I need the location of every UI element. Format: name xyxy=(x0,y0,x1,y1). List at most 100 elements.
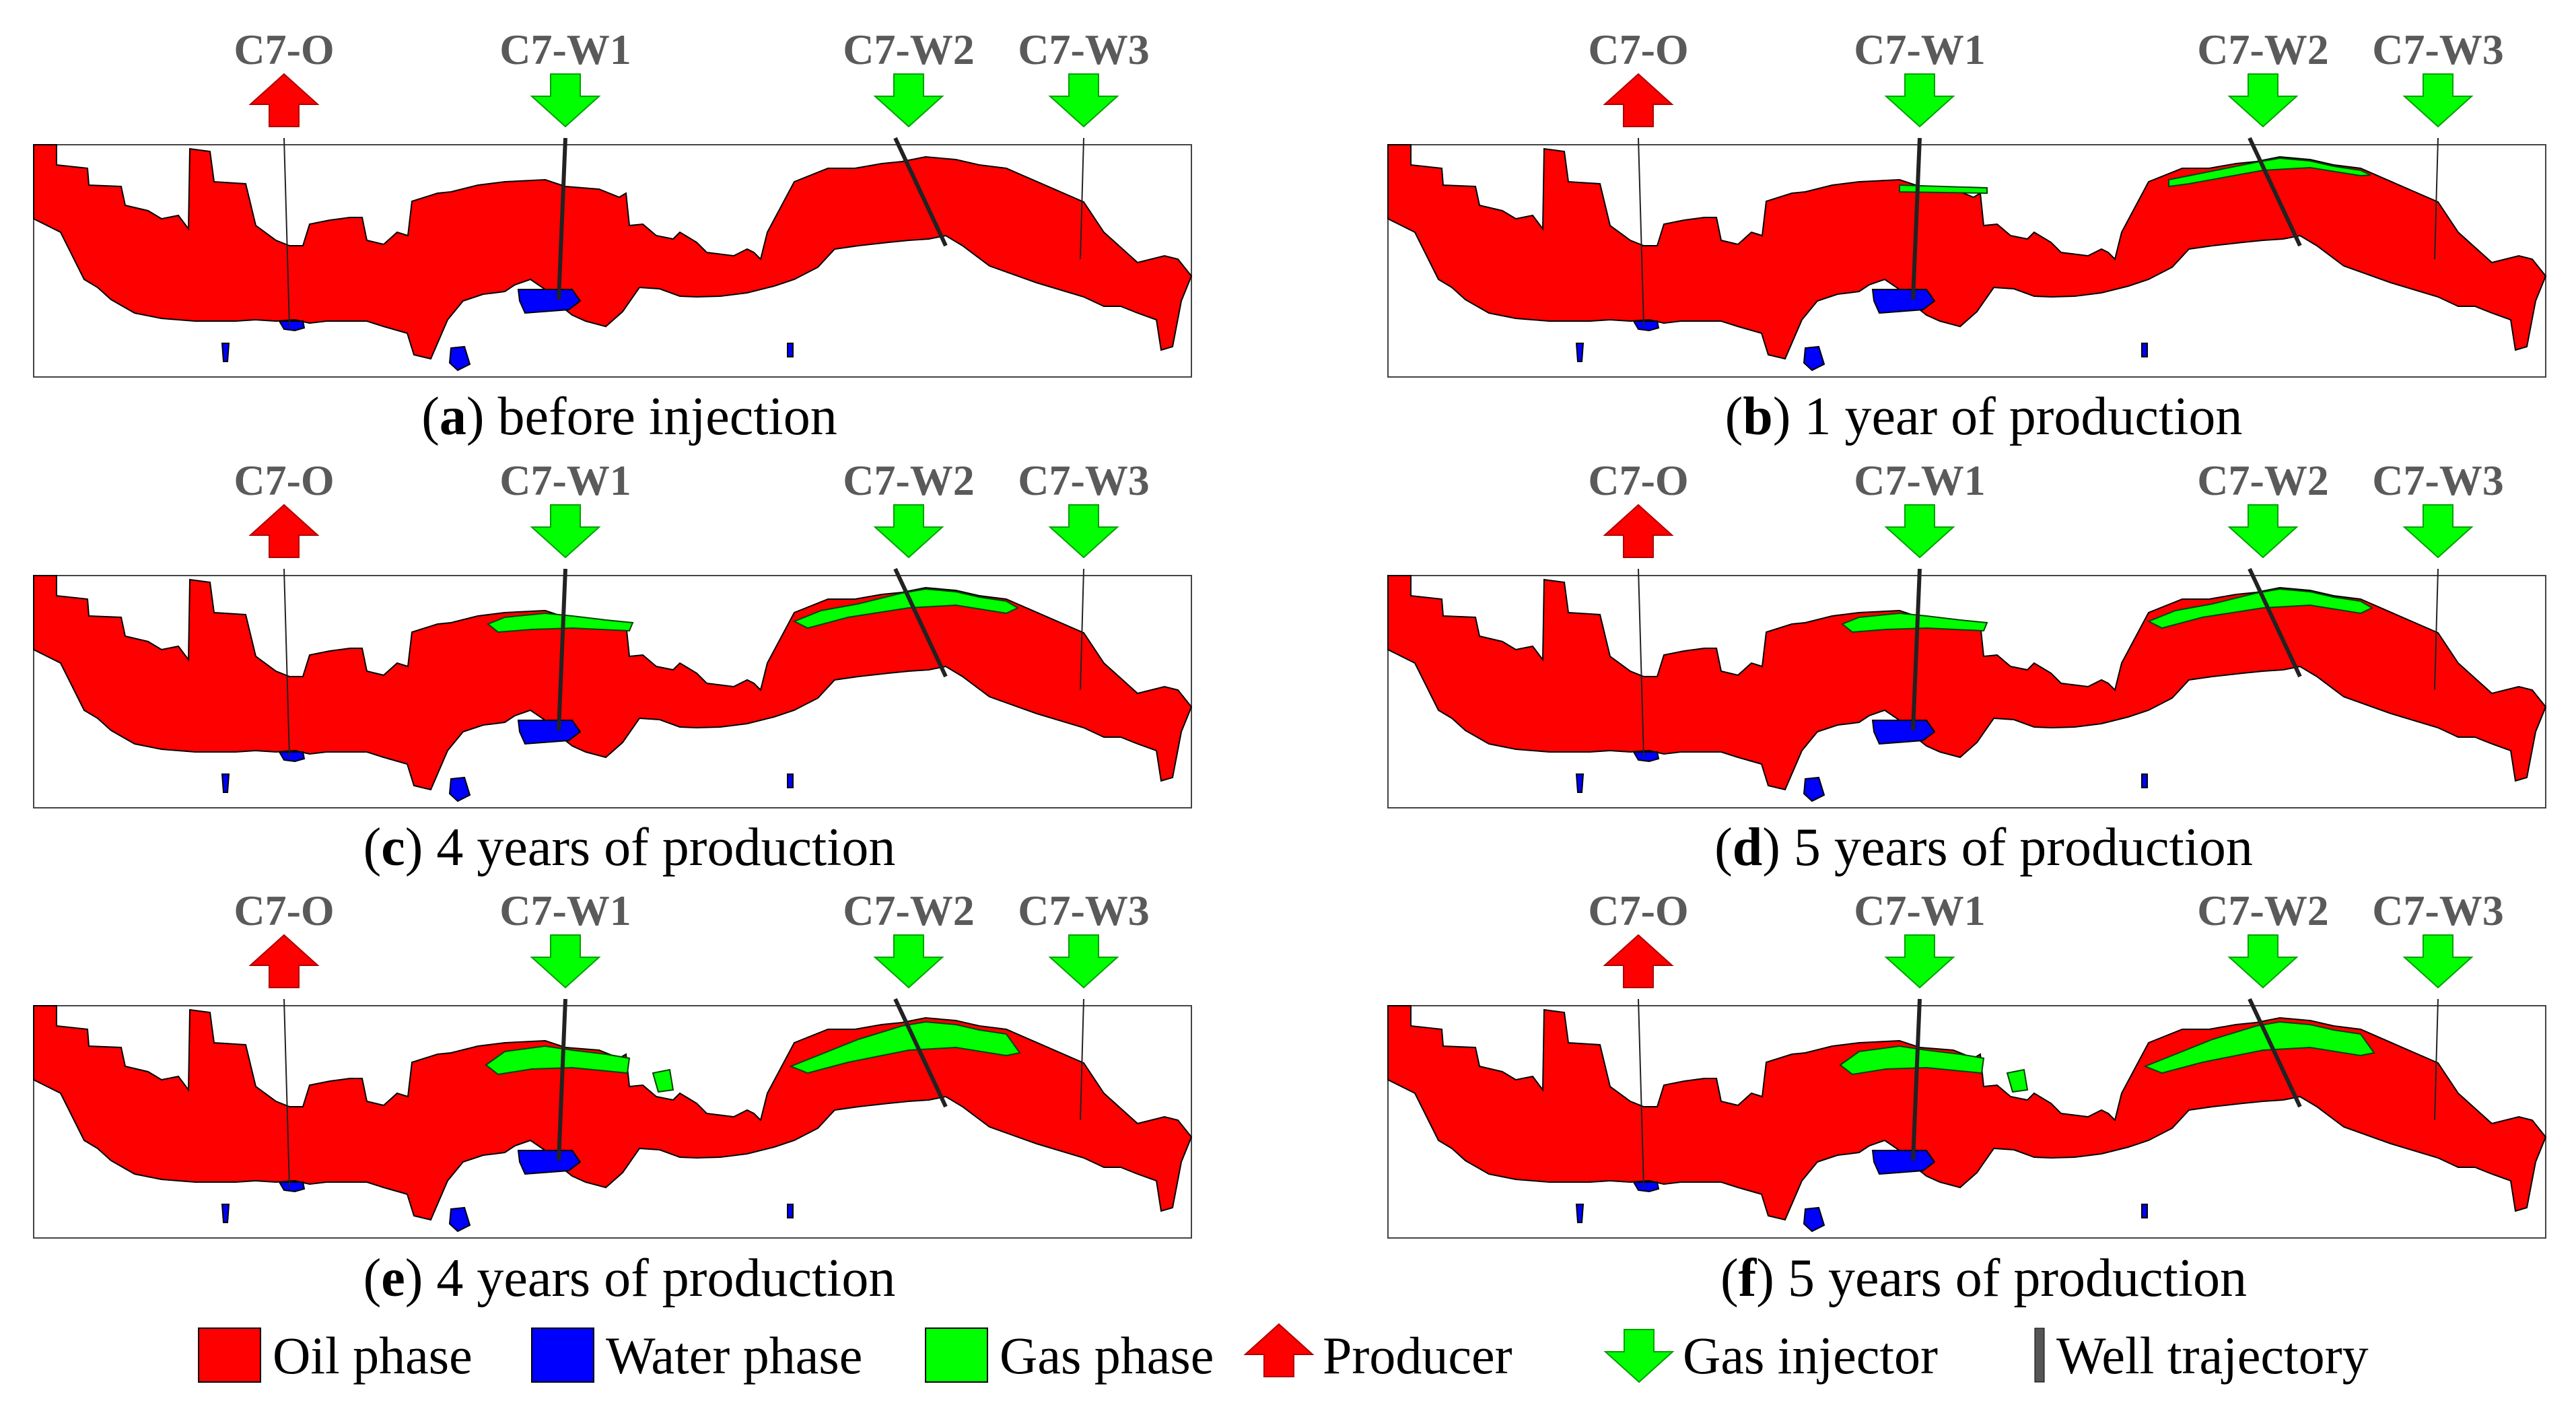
legend-swatch xyxy=(925,1328,988,1383)
well-trajectory xyxy=(1638,998,1644,1188)
well-label-c7-w3: C7-W3 xyxy=(1018,887,1150,934)
reservoir-frame xyxy=(1387,144,2546,378)
well-trajectory xyxy=(1911,998,1922,1161)
reservoir-frame xyxy=(33,144,1192,378)
well-trajectory xyxy=(283,137,290,327)
well-trajectory xyxy=(283,998,290,1188)
panel-b: C7-O C7-W1 C7-W2 C7-W3 (b) 1 year of product… xyxy=(1387,26,2546,446)
injector-arrow-icon xyxy=(530,504,601,559)
legend-swatch xyxy=(531,1328,594,1383)
well-trajectory xyxy=(557,998,567,1161)
reservoir-frame xyxy=(33,575,1192,808)
well-label-c7-w3: C7-W3 xyxy=(2372,456,2504,504)
reservoir-section xyxy=(1387,998,2546,1239)
producer-arrow-icon xyxy=(248,73,320,127)
panel-f: C7-O C7-W1 C7-W2 C7-W3 (f) 5 years of produc… xyxy=(1387,887,2546,1308)
well-trajectory xyxy=(1911,137,1922,300)
reservoir-section xyxy=(1387,567,2546,808)
legend-label: Gas phase xyxy=(1000,1326,1214,1385)
legend-label: Producer xyxy=(1323,1326,1512,1385)
panel-caption: (d) 5 years of production xyxy=(1714,818,2253,877)
legend-label: Water phase xyxy=(606,1326,862,1385)
injector-arrow-icon xyxy=(1603,1329,1675,1383)
legend-label: Well trajectory xyxy=(2056,1326,2369,1385)
injector-arrow-icon xyxy=(1048,934,1119,989)
well-label-c7-o: C7-O xyxy=(1588,887,1688,934)
well-trajectory xyxy=(1080,137,1084,260)
legend: Oil phase Water phase Gas phase Producer Gas… xyxy=(198,1323,2369,1385)
panel-caption: (f) 5 years of production xyxy=(1720,1249,2247,1308)
well-trajectory xyxy=(2248,137,2302,247)
legend-item-well-trajectory: Well trajectory xyxy=(2034,1326,2369,1385)
well-label-c7-w1: C7-W1 xyxy=(499,887,631,934)
panel-letter: f xyxy=(1739,1249,1757,1308)
producer-arrow-icon xyxy=(1603,504,1674,558)
panel-caption: (e) 4 years of production xyxy=(363,1249,896,1308)
well-label-c7-w2: C7-W2 xyxy=(2197,456,2329,504)
well-trajectory xyxy=(2248,998,2302,1108)
reservoir-frame xyxy=(33,1005,1192,1239)
well-trajectory xyxy=(893,567,948,678)
panel-letter: a xyxy=(440,387,466,446)
injector-arrow-icon xyxy=(2402,504,2474,559)
panel-caption-text: 5 years of production xyxy=(1788,1249,2247,1308)
well-label-c7-o: C7-O xyxy=(234,456,334,504)
well-label-c7-w1: C7-W1 xyxy=(499,456,631,504)
injector-arrow-icon xyxy=(873,934,944,989)
well-label-c7-w2: C7-W2 xyxy=(2197,26,2329,73)
well-trajectory xyxy=(557,137,567,300)
well-label-c7-w3: C7-W3 xyxy=(2372,887,2504,934)
producer-arrow-icon xyxy=(248,504,320,558)
well-trajectory xyxy=(2248,567,2302,678)
injector-arrow-icon xyxy=(530,73,601,128)
injector-arrow-icon xyxy=(1884,73,1955,128)
reservoir-frame xyxy=(1387,1005,2546,1239)
injector-arrow-icon xyxy=(2227,73,2299,128)
panel-caption: (c) 4 years of production xyxy=(363,818,896,877)
panel-caption-text: before injection xyxy=(498,387,837,446)
legend-label: Oil phase xyxy=(273,1326,473,1385)
legend-label: Gas injector xyxy=(1683,1326,1938,1385)
panel-e: C7-O C7-W1 C7-W2 C7-W3 (e) 4 years of produc… xyxy=(33,887,1192,1308)
reservoir-section xyxy=(1387,137,2546,378)
producer-arrow-icon xyxy=(1603,934,1674,988)
injector-arrow-icon xyxy=(1048,73,1119,128)
injector-arrow-icon xyxy=(2227,934,2299,989)
panel-d: C7-O C7-W1 C7-W2 C7-W3 (d) 5 years of produc… xyxy=(1387,456,2546,877)
panel-caption-text: 4 years of production xyxy=(436,818,895,877)
well-label-c7-w1: C7-W1 xyxy=(1854,26,1986,73)
producer-arrow-icon xyxy=(1603,73,1674,127)
injector-arrow-icon xyxy=(1048,504,1119,559)
panel-a: C7-O C7-W1 C7-W2 C7-W3 (a) before injection xyxy=(33,26,1192,446)
well-label-c7-w2: C7-W2 xyxy=(843,456,975,504)
legend-item-gas-injector: Gas injector xyxy=(1603,1326,1938,1385)
well-trajectory xyxy=(1638,137,1644,327)
well-trajectory xyxy=(2434,568,2439,691)
well-label-c7-w3: C7-W3 xyxy=(1018,456,1150,504)
oil-phase-region xyxy=(1387,1005,2546,1220)
panel-letter: b xyxy=(1743,387,1773,446)
well-trajectory xyxy=(893,998,948,1108)
panel-letter: c xyxy=(381,818,405,877)
reservoir-section xyxy=(33,567,1192,808)
well-trajectory xyxy=(2434,137,2439,260)
reservoir-section xyxy=(33,998,1192,1239)
well-label-c7-w2: C7-W2 xyxy=(843,26,975,73)
well-trajectory xyxy=(2434,998,2439,1121)
oil-phase-region xyxy=(1387,144,2546,359)
well-trajectory xyxy=(1080,998,1084,1121)
well-trajectory xyxy=(1911,568,1922,731)
well-label-c7-w3: C7-W3 xyxy=(1018,26,1150,73)
legend-item-water-phase: Water phase xyxy=(531,1326,862,1385)
producer-arrow-icon xyxy=(248,934,320,988)
injector-arrow-icon xyxy=(2402,73,2474,128)
panel-caption: (b) 1 year of production xyxy=(1725,387,2243,446)
panel-caption-text: 5 years of production xyxy=(1794,818,2253,877)
legend-swatch xyxy=(198,1328,261,1383)
panel-caption-text: 4 years of production xyxy=(436,1249,895,1308)
reservoir-frame xyxy=(1387,575,2546,808)
panel-caption: (a) before injection xyxy=(421,387,837,446)
injector-arrow-icon xyxy=(1884,934,1955,989)
producer-arrow-icon xyxy=(1243,1323,1315,1377)
